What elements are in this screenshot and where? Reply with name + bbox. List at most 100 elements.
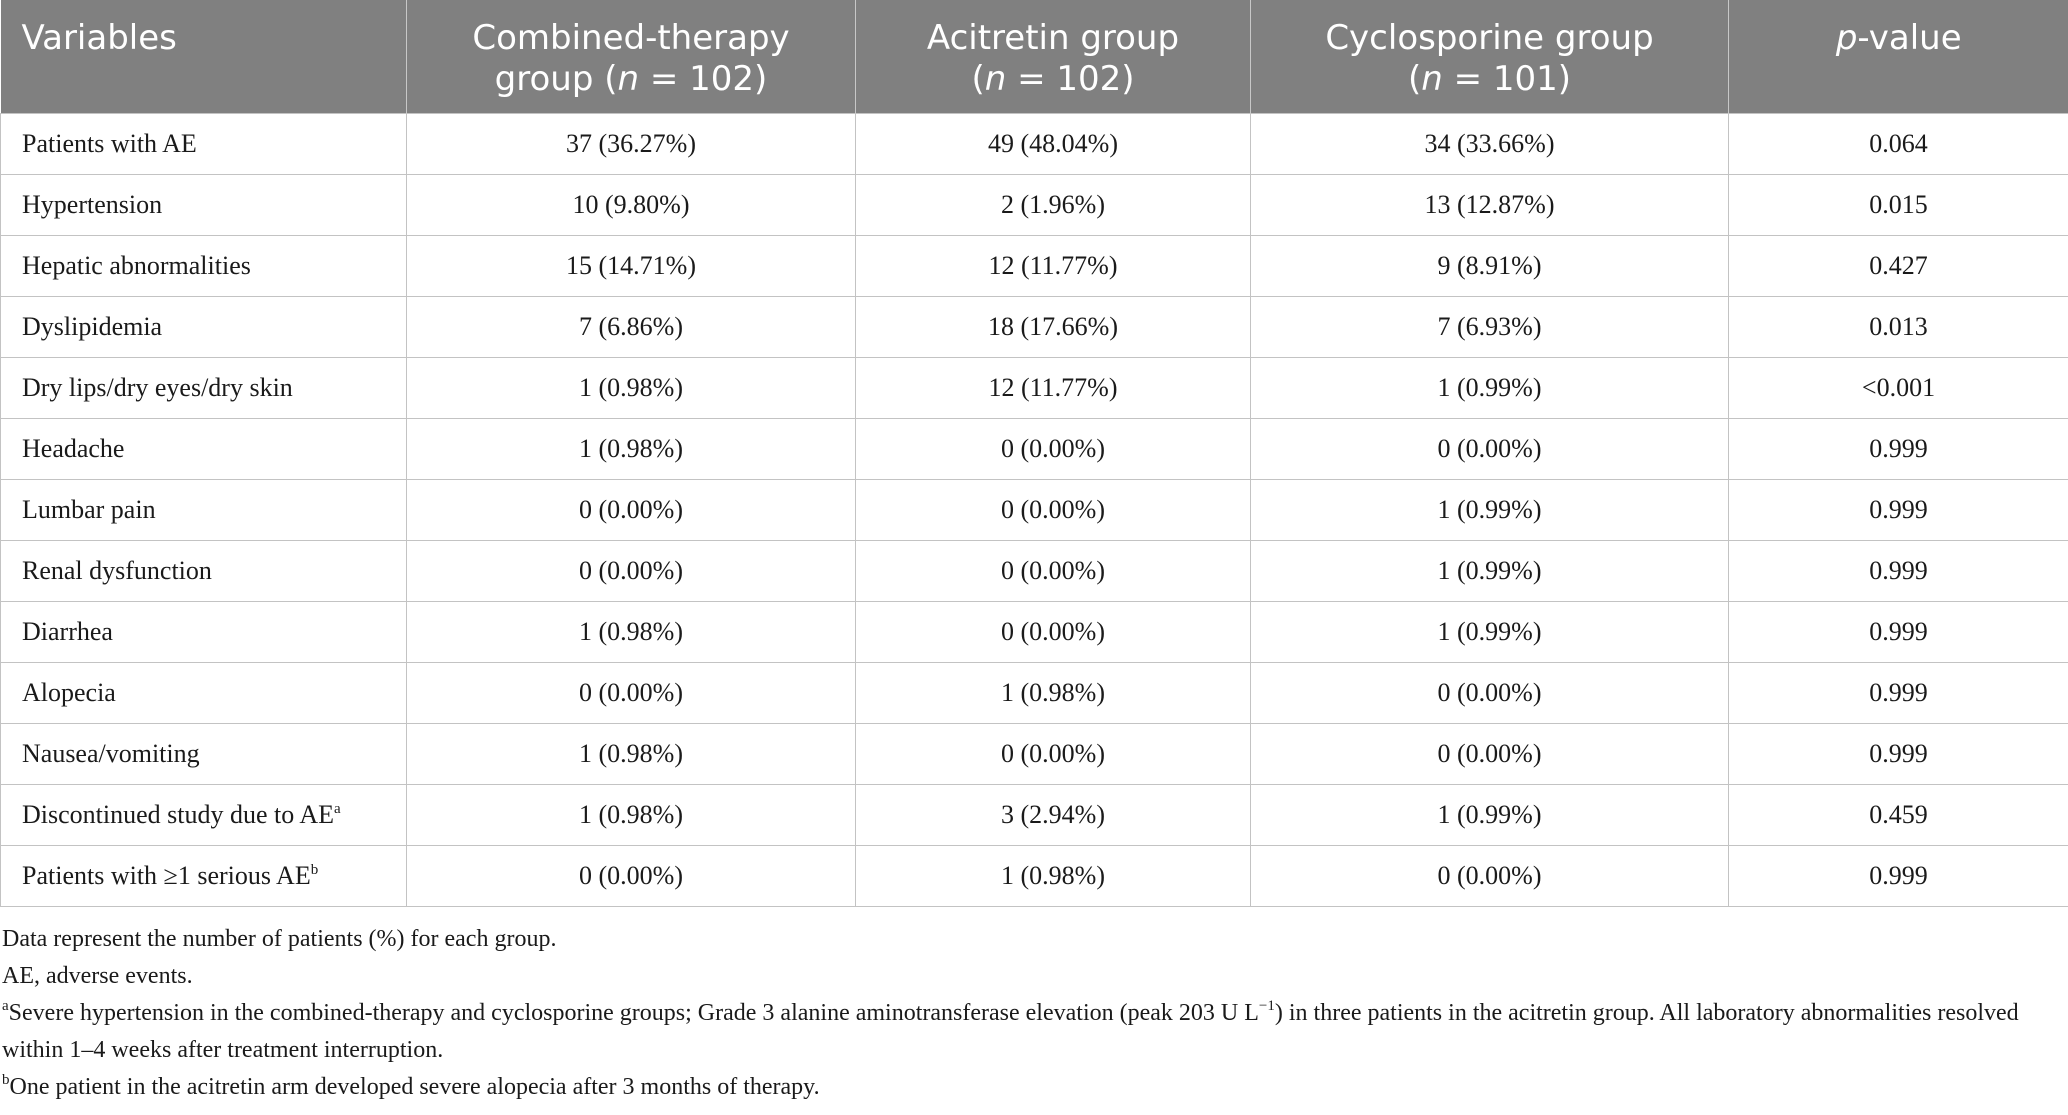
cell-text: 1 (0.99%) <box>1437 555 1542 585</box>
row-label: Renal dysfunction <box>0 539 407 602</box>
cell-text: 0.999 <box>1869 738 1928 768</box>
header-line: Cyclosporine group <box>1259 18 1720 59</box>
table-cell: 0.015 <box>1728 173 2068 236</box>
cell-text: Patients with AE <box>22 128 197 158</box>
row-label: Dyslipidemia <box>0 295 407 358</box>
cell-text: 0 (0.00%) <box>579 494 683 524</box>
text-run: = 102) <box>639 59 768 99</box>
row-label: Hypertension <box>0 173 407 236</box>
text-run: Severe hypertension in the combined-ther… <box>8 999 1259 1026</box>
column-header: Combined-therapy group (n = 102) <box>406 0 856 113</box>
superscript: b <box>310 861 319 878</box>
cell-text: Headache <box>22 433 125 463</box>
cell-text: Dry lips/dry eyes/dry skin <box>22 372 293 402</box>
table-row: Alopecia 0 (0.00%) 1 (0.98%) 0 (0.00%) 0.999 <box>0 661 2068 724</box>
cell-text: Alopecia <box>22 677 116 707</box>
table-row: Patients with AE 37 (36.27%) 49 (48.04%) 34… <box>0 112 2068 175</box>
table-row: Hepatic abnormalities 15 (14.71%) 12 (11.7… <box>0 234 2068 297</box>
cell-text: 12 (11.77%) <box>988 250 1118 280</box>
text-run: ( <box>971 59 985 99</box>
cell-text: 1 (0.99%) <box>1437 616 1542 646</box>
row-label: Headache <box>0 417 407 480</box>
cell-text: 0 (0.00%) <box>579 677 683 707</box>
cell-text: 0 (0.00%) <box>1001 616 1105 646</box>
table-row: Discontinued study due to AEa 1 (0.98%) 3 … <box>0 783 2068 846</box>
table-cell: 34 (33.66%) <box>1250 112 1729 175</box>
table-cell: <0.001 <box>1728 356 2068 419</box>
header-line: (n = 101) <box>1259 59 1720 100</box>
row-label: Patients with AE <box>0 112 407 175</box>
cell-text: 1 (0.98%) <box>579 616 683 646</box>
footnote: AE, adverse events. <box>2 958 2052 995</box>
cell-text: 1 (0.98%) <box>579 433 683 463</box>
text-run: n <box>984 59 1007 99</box>
cell-text: 37 (36.27%) <box>566 128 696 158</box>
table-row: Dry lips/dry eyes/dry skin 1 (0.98%) 12 (1… <box>0 356 2068 419</box>
footnote: bOne patient in the acitretin arm develo… <box>2 1069 2052 1106</box>
table-cell: 2 (1.96%) <box>855 173 1251 236</box>
cell-text: AE, adverse events. <box>2 962 193 989</box>
cell-text: 1 (0.98%) <box>579 799 683 829</box>
table-cell: 1 (0.99%) <box>1250 356 1729 419</box>
table-row: Headache 1 (0.98%) 0 (0.00%) 0 (0.00%) 0.999 <box>0 417 2068 480</box>
superscript: a <box>333 800 341 817</box>
table-cell: 7 (6.86%) <box>406 295 856 358</box>
cell-text: 0 (0.00%) <box>1001 494 1105 524</box>
header-line: Variables <box>22 18 399 59</box>
table-cell: 1 (0.98%) <box>406 356 856 419</box>
cell-text: 0.064 <box>1869 128 1928 158</box>
text-run: Variables <box>21 18 177 58</box>
superscript: −1 <box>1258 997 1275 1014</box>
table-cell: 0.999 <box>1728 600 2068 663</box>
text-run: Discontinued study due to AE <box>22 799 334 829</box>
footnotes: Data represent the number of patients (%… <box>0 907 2052 1106</box>
cell-text: 10 (9.80%) <box>572 189 690 219</box>
table-cell: 0.999 <box>1728 478 2068 541</box>
text-run: Combined-therapy <box>472 18 790 58</box>
cell-text: 0 (0.00%) <box>1001 433 1105 463</box>
cell-text: 0 (0.00%) <box>1001 555 1105 585</box>
table-cell: 18 (17.66%) <box>855 295 1251 358</box>
table-cell: 3 (2.94%) <box>855 783 1251 846</box>
cell-text: 1 (0.99%) <box>1437 799 1542 829</box>
cell-text: Dyslipidemia <box>22 311 163 341</box>
table-cell: 7 (6.93%) <box>1250 295 1729 358</box>
text-run: group ( <box>494 59 618 99</box>
table-cell: 0.999 <box>1728 661 2068 724</box>
table-cell: 1 (0.99%) <box>1250 539 1729 602</box>
cell-text: 0 (0.00%) <box>579 555 683 585</box>
cell-text: 9 (8.91%) <box>1437 250 1542 280</box>
table-row: Renal dysfunction 0 (0.00%) 0 (0.00%) 1 (0.… <box>0 539 2068 602</box>
cell-text: Nausea/vomiting <box>22 738 200 768</box>
cell-text: 0.999 <box>1869 433 1928 463</box>
row-label: Dry lips/dry eyes/dry skin <box>0 356 407 419</box>
cell-text: 0.427 <box>1869 250 1928 280</box>
text-run: Acitretin group <box>926 18 1180 58</box>
table-cell: 0.064 <box>1728 112 2068 175</box>
table-cell: 9 (8.91%) <box>1250 234 1729 297</box>
text-run: ( <box>1407 59 1422 99</box>
text-run: = 101) <box>1442 59 1572 99</box>
table-cell: 12 (11.77%) <box>855 356 1251 419</box>
table-cell: 0 (0.00%) <box>406 478 856 541</box>
cell-text: 18 (17.66%) <box>988 311 1118 341</box>
cell-text: 0.999 <box>1869 555 1928 585</box>
table-cell: 0 (0.00%) <box>406 661 856 724</box>
column-header: Variables <box>0 0 407 113</box>
cell-text: 49 (48.04%) <box>988 128 1118 158</box>
column-header: Acitretin group (n = 102) <box>855 0 1251 113</box>
table-row: Hypertension 10 (9.80%) 2 (1.96%) 13 (12.87… <box>0 173 2068 236</box>
text-run: ) in three patients in the acitretin gro… <box>2 999 2019 1063</box>
cell-text: 1 (0.98%) <box>579 738 683 768</box>
table-cell: 0 (0.00%) <box>1250 722 1729 785</box>
cell-text: 0.999 <box>1869 494 1928 524</box>
text-run: p <box>1835 18 1858 58</box>
cell-text: 1 (0.98%) <box>1001 677 1105 707</box>
table-header: Variables Combined-therapy group (n = 102)… <box>0 0 2068 113</box>
header-line: p-value <box>1737 18 2061 59</box>
table-cell: 1 (0.99%) <box>1250 600 1729 663</box>
cell-text: 0.013 <box>1869 311 1928 341</box>
row-label: Alopecia <box>0 661 407 724</box>
header-row: Variables Combined-therapy group (n = 102)… <box>0 0 2068 113</box>
